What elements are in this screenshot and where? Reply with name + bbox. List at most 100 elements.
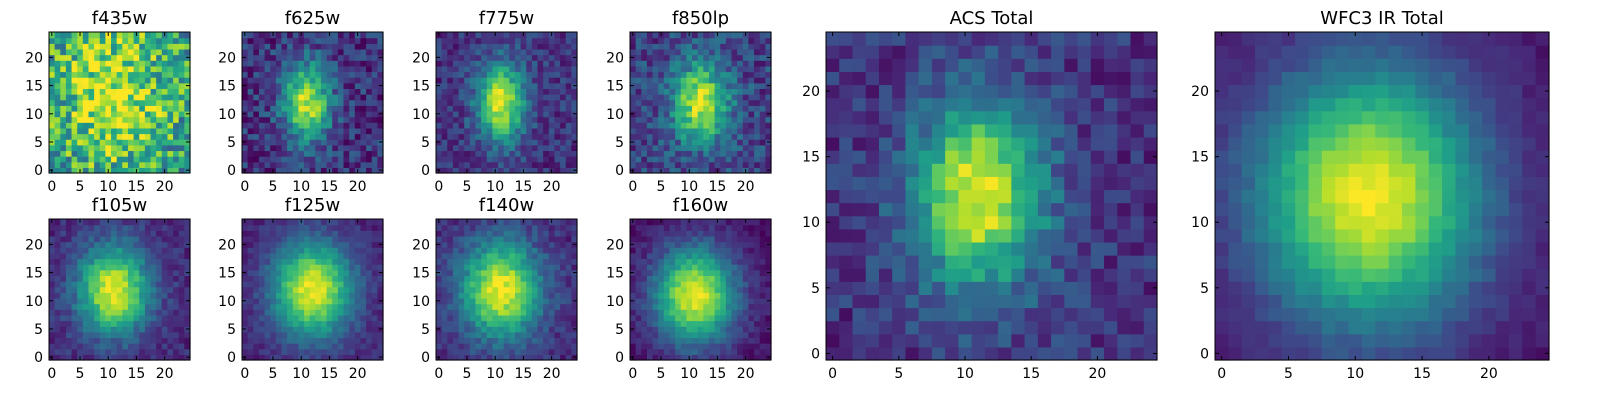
heatmap-cell bbox=[337, 77, 345, 84]
heatmap-cell bbox=[377, 65, 384, 73]
heatmap-cell bbox=[675, 139, 682, 146]
heatmap-cell bbox=[65, 133, 73, 140]
heatmap-cell bbox=[686, 161, 693, 168]
heatmap-cell bbox=[298, 122, 305, 129]
heatmap-cell bbox=[441, 43, 448, 50]
heatmap-cell bbox=[139, 82, 146, 89]
heatmap-cell bbox=[503, 348, 510, 355]
heatmap-cell bbox=[531, 116, 539, 123]
heatmap-cell bbox=[116, 94, 123, 101]
heatmap-cell bbox=[686, 127, 693, 135]
heatmap-cell bbox=[167, 150, 174, 157]
heatmap-cell bbox=[641, 281, 648, 288]
heatmap-cell bbox=[184, 77, 191, 84]
heatmap-cell bbox=[60, 48, 67, 56]
heatmap-cell bbox=[298, 48, 305, 56]
heatmap-cell bbox=[354, 252, 362, 260]
heatmap-cell bbox=[258, 150, 266, 157]
heatmap-cell bbox=[441, 219, 448, 226]
heatmap-cell bbox=[742, 60, 750, 67]
heatmap-cell bbox=[94, 348, 101, 355]
heatmap-cell bbox=[337, 314, 345, 322]
heatmap-cell bbox=[503, 286, 510, 293]
heatmap-cell bbox=[692, 281, 699, 288]
heatmap-cell bbox=[680, 167, 687, 174]
heatmap-cell bbox=[441, 139, 448, 146]
heatmap-cell bbox=[565, 99, 572, 106]
heatmap-cell bbox=[315, 314, 322, 322]
heatmap-cell bbox=[748, 139, 755, 146]
heatmap-cell bbox=[436, 258, 443, 265]
heatmap-cell bbox=[548, 281, 556, 288]
heatmap-cell bbox=[703, 292, 710, 299]
heatmap-cell bbox=[111, 247, 118, 254]
heatmap-cell bbox=[337, 144, 345, 152]
heatmap-cell bbox=[82, 71, 90, 78]
heatmap-cell bbox=[441, 247, 448, 254]
heatmap-cell bbox=[332, 252, 339, 260]
heatmap-cell bbox=[264, 127, 271, 135]
heatmap-cell bbox=[65, 48, 73, 56]
heatmap-cell bbox=[554, 219, 561, 226]
heatmap-cell bbox=[366, 314, 373, 322]
heatmap-cell bbox=[178, 37, 185, 44]
heatmap-cell bbox=[343, 133, 350, 140]
heatmap-cell bbox=[122, 264, 129, 271]
heatmap-cell bbox=[292, 241, 299, 248]
heatmap-cell bbox=[65, 303, 73, 310]
heatmap-cell bbox=[309, 110, 316, 118]
heatmap-cell bbox=[742, 303, 750, 310]
heatmap-cell bbox=[161, 54, 169, 61]
heatmap-cell bbox=[464, 156, 471, 163]
heatmap-cell bbox=[481, 297, 488, 305]
heatmap-cell bbox=[292, 309, 299, 316]
heatmap-cell bbox=[292, 264, 299, 271]
heatmap-cell bbox=[122, 286, 129, 293]
heatmap-cell bbox=[731, 343, 738, 350]
heatmap-cell bbox=[675, 43, 682, 50]
heatmap-cell bbox=[88, 82, 95, 89]
heatmap-cell bbox=[646, 60, 654, 67]
heatmap-cell bbox=[464, 331, 471, 339]
heatmap-cell bbox=[116, 331, 123, 339]
heatmap-cell bbox=[686, 292, 693, 299]
heatmap-cell bbox=[360, 275, 367, 282]
heatmap-cell bbox=[731, 37, 738, 44]
heatmap-cell bbox=[503, 235, 510, 243]
heatmap-cell bbox=[503, 37, 510, 44]
heatmap-cell bbox=[492, 94, 499, 101]
heatmap-cell bbox=[748, 348, 755, 355]
heatmap-cell bbox=[486, 337, 493, 344]
heatmap-cell bbox=[520, 60, 527, 67]
heatmap-cell bbox=[173, 48, 180, 56]
heatmap-cell bbox=[554, 37, 561, 44]
heatmap-cell bbox=[337, 65, 345, 73]
heatmap-cell bbox=[742, 122, 750, 129]
heatmap-cell bbox=[537, 71, 544, 78]
heatmap-cell bbox=[304, 224, 311, 231]
heatmap-cell bbox=[646, 150, 654, 157]
heatmap-cell bbox=[526, 275, 533, 282]
heatmap-cell bbox=[737, 48, 744, 56]
heatmap-cell bbox=[298, 77, 305, 84]
heatmap-cell bbox=[692, 326, 699, 333]
heatmap-cell bbox=[708, 314, 716, 322]
heatmap-cell bbox=[436, 48, 443, 56]
heatmap-cell bbox=[173, 275, 180, 282]
heatmap-cell bbox=[326, 71, 333, 78]
heatmap-cell bbox=[486, 167, 493, 174]
heatmap-cell bbox=[320, 127, 328, 135]
heatmap-cell bbox=[498, 139, 505, 146]
heatmap-cell bbox=[509, 77, 516, 84]
heatmap-cell bbox=[258, 286, 266, 293]
heatmap-cell bbox=[458, 122, 465, 129]
heatmap-cell bbox=[554, 320, 561, 327]
heatmap-cell bbox=[337, 161, 345, 168]
heatmap-cell bbox=[82, 65, 90, 73]
heatmap-cell bbox=[492, 331, 499, 339]
heatmap-cell bbox=[88, 235, 95, 243]
heatmap-cell bbox=[531, 65, 539, 73]
heatmap-cell bbox=[503, 139, 510, 146]
heatmap-cell bbox=[88, 48, 95, 56]
heatmap-cell bbox=[77, 110, 84, 118]
